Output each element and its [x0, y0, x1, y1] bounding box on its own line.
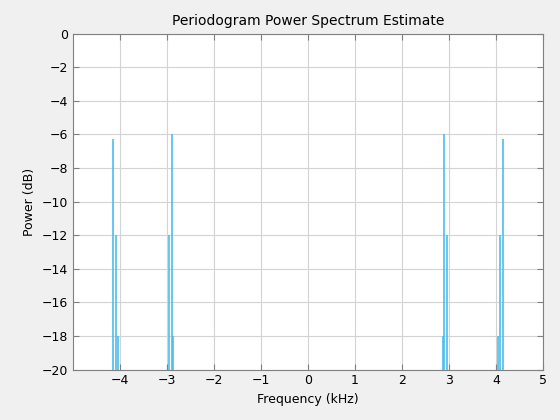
Y-axis label: Power (dB): Power (dB) [23, 168, 36, 236]
Title: Periodogram Power Spectrum Estimate: Periodogram Power Spectrum Estimate [172, 14, 444, 28]
X-axis label: Frequency (kHz): Frequency (kHz) [257, 393, 359, 406]
